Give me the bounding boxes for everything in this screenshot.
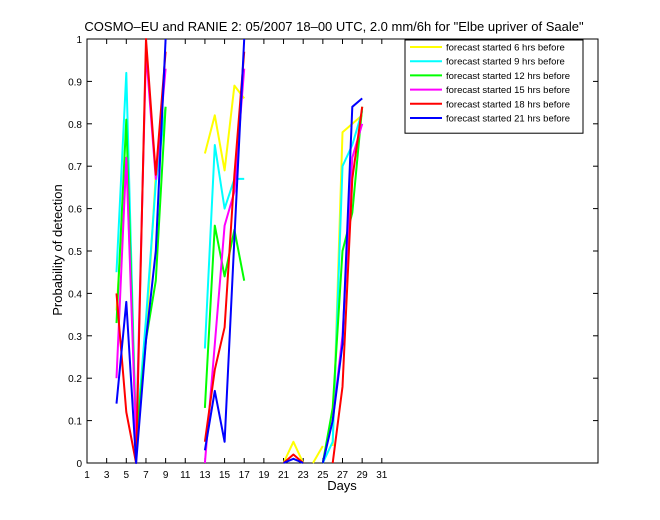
x-tick-label: 23 [298,470,310,481]
legend-label: forecast started 9 hrs before [446,57,565,68]
x-tick-label: 15 [219,470,231,481]
y-tick-label: 0.7 [68,162,82,173]
y-tick-label: 0.6 [68,205,82,216]
chart-title: COSMO–EU and RANIE 2: 05/2007 18–00 UTC,… [84,19,584,34]
x-tick-label: 11 [180,470,191,481]
x-tick-label: 27 [337,470,349,481]
x-tick-label: 29 [357,470,369,481]
y-tick-label: 0.4 [68,289,82,300]
series-line [321,97,363,464]
y-tick-label: 0.2 [68,374,82,385]
x-tick-label: 17 [239,470,251,481]
x-tick-label: 19 [258,470,270,481]
y-tick-label: 0.1 [68,417,82,428]
series-line [282,440,305,464]
series-line [203,84,245,172]
legend-label: forecast started 12 hrs before [446,71,570,82]
series-line [321,110,364,464]
x-tick-label: 9 [163,470,169,481]
series-lines [115,38,364,464]
series-6 [115,38,363,464]
x-axis-ticks: 1 3 5 7 9 11 13 15 17 19 21 23 25 27 29 31 [84,39,388,481]
series-line [331,106,364,464]
legend-label: forecast started 15 hrs before [446,85,570,96]
series-line [203,224,246,408]
legend: forecast started 6 hrs before forecast st… [404,39,584,134]
y-tick-label: 1 [76,35,82,46]
x-tick-label: 1 [84,470,90,481]
series-5 [115,38,364,464]
x-axis-label: Days [327,478,357,493]
x-tick-label: 3 [104,470,110,481]
legend-label: forecast started 21 hrs before [446,114,570,125]
x-tick-label: 25 [317,470,329,481]
legend-items: forecast started 6 hrs before forecast st… [410,43,570,125]
y-tick-label: 0.9 [68,77,82,88]
x-tick-label: 5 [124,470,130,481]
y-axis-ticks: 0 0.1 0.2 0.3 0.4 0.5 0.6 0.7 0.8 0.9 1 [68,35,598,470]
y-tick-label: 0.8 [68,120,82,131]
legend-label: forecast started 6 hrs before [446,43,565,54]
series-line [115,38,167,464]
y-axis-label: Probability of detection [50,184,65,316]
y-tick-label: 0 [76,459,82,470]
series-line [321,106,364,464]
series-line [283,457,304,464]
series-line [282,453,304,464]
series-line [203,38,246,451]
series-line [115,38,167,464]
series-line [203,68,246,464]
x-tick-label: 7 [143,470,149,481]
series-line [312,445,324,464]
series-line [203,51,246,442]
x-tick-label: 31 [376,470,388,481]
x-tick-label: 13 [199,470,211,481]
x-tick-label: 21 [278,470,290,481]
y-tick-label: 0.5 [68,247,82,258]
legend-label: forecast started 18 hrs before [446,99,570,110]
y-tick-label: 0.3 [68,332,82,343]
